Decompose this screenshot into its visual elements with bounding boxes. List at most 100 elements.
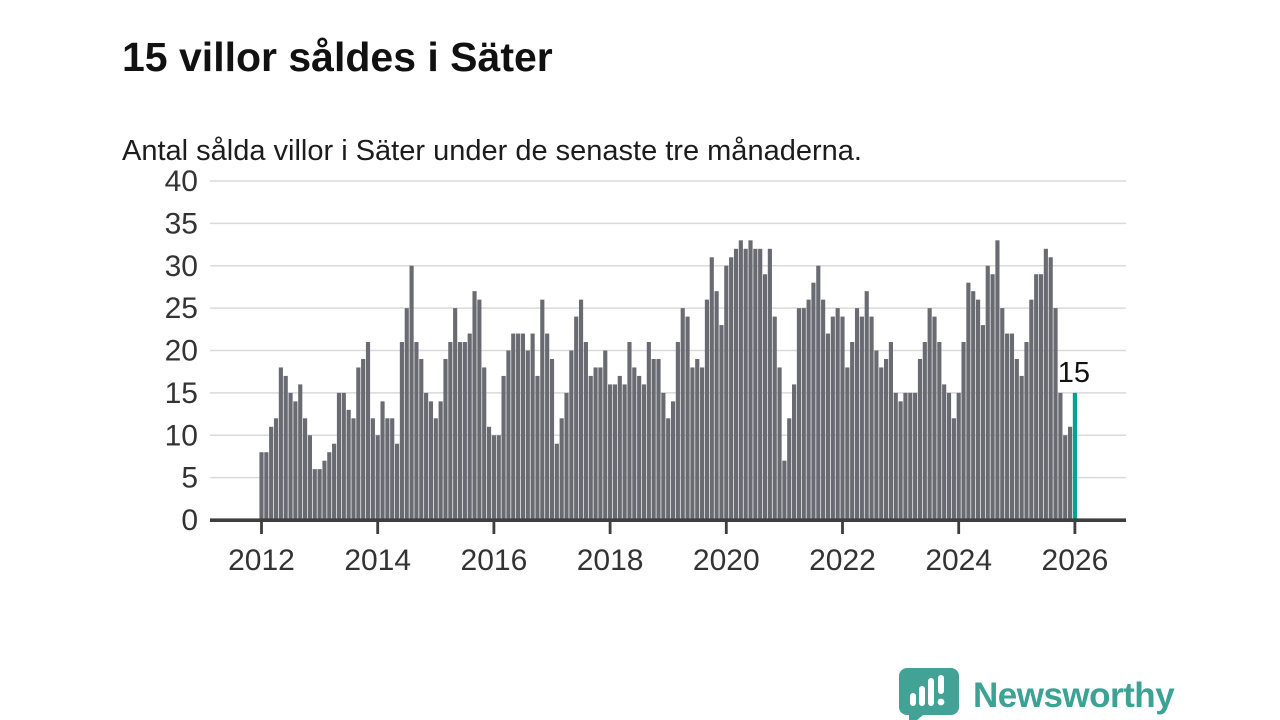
- bar: [501, 375, 506, 520]
- bar: [893, 392, 898, 521]
- bar: [516, 333, 521, 520]
- bar: [1005, 333, 1010, 520]
- bar: [327, 452, 332, 520]
- bar: [670, 401, 676, 520]
- bar: [496, 435, 501, 520]
- x-axis-label: 2022: [809, 544, 876, 577]
- x-axis-tick: [957, 522, 961, 534]
- bar: [380, 401, 385, 520]
- chart-title: 15 villor såldes i Säter: [122, 34, 553, 81]
- bar: [951, 418, 956, 520]
- bar: [661, 392, 666, 521]
- bar: [593, 367, 598, 520]
- bar: [917, 358, 923, 521]
- chart-subtitle: Antal sålda villor i Säter under de sena…: [122, 135, 862, 167]
- bar: [336, 392, 342, 521]
- x-axis-label: 2024: [925, 544, 992, 577]
- bar: [753, 248, 758, 521]
- bar: [961, 342, 966, 520]
- bar: [743, 248, 748, 521]
- bar: [767, 248, 772, 521]
- x-axis-tick: [724, 522, 728, 534]
- bar: [390, 418, 395, 520]
- bar: [259, 452, 264, 520]
- bar: [598, 367, 603, 520]
- bar: [641, 384, 647, 520]
- bar: [695, 358, 700, 521]
- bar: [1009, 333, 1015, 520]
- bar: [332, 443, 337, 520]
- bar: [549, 358, 555, 521]
- bar: [884, 358, 889, 521]
- bar: [346, 409, 351, 520]
- bar: [922, 342, 927, 520]
- bar: [632, 367, 637, 520]
- bar: [995, 240, 1000, 520]
- bar: [724, 265, 729, 520]
- x-axis-label: 2016: [461, 544, 528, 577]
- bar: [666, 418, 671, 520]
- bar: [801, 308, 806, 521]
- x-axis-label: 2014: [344, 544, 411, 577]
- bar: [835, 308, 840, 521]
- bar: [559, 418, 564, 520]
- bar: [748, 240, 753, 520]
- last-value-annotation: 15: [1058, 357, 1090, 389]
- bar: [850, 342, 855, 520]
- bar: [506, 350, 511, 520]
- y-axis-label: 25: [165, 292, 198, 325]
- newsworthy-wordmark: Newsworthy: [973, 676, 1175, 715]
- bar: [365, 342, 371, 520]
- bar: [646, 342, 651, 520]
- highlighted-bar: [1072, 392, 1077, 521]
- bar: [283, 375, 288, 520]
- bar: [467, 333, 472, 520]
- bar: [830, 316, 835, 520]
- bar: [535, 375, 540, 520]
- bar: [651, 358, 656, 521]
- bar: [1058, 392, 1063, 521]
- bar: [777, 367, 782, 520]
- bar: [976, 299, 981, 520]
- bar: [733, 248, 739, 521]
- x-axis-tick: [492, 522, 496, 534]
- x-axis-tick: [608, 522, 612, 534]
- bar: [322, 460, 327, 520]
- bar: [520, 333, 526, 520]
- bar: [913, 392, 918, 521]
- bar: [472, 291, 477, 520]
- bar: [525, 350, 530, 520]
- bar: [762, 274, 768, 520]
- bar: [869, 316, 874, 520]
- bar: [937, 342, 942, 520]
- bar: [971, 291, 976, 520]
- bar: [574, 316, 579, 520]
- bar: [714, 291, 719, 520]
- bar: [1024, 342, 1029, 520]
- bar: [273, 418, 279, 520]
- bar: [729, 257, 734, 520]
- bar: [588, 375, 593, 520]
- y-axis-label: 5: [181, 462, 198, 495]
- x-axis-tick: [1073, 522, 1077, 534]
- bar: [569, 350, 574, 520]
- x-axis-label: 2026: [1042, 544, 1109, 577]
- bar: [351, 418, 356, 520]
- bar: [782, 460, 787, 520]
- bar: [816, 265, 821, 520]
- bar: [438, 401, 443, 520]
- bar: [1014, 358, 1019, 521]
- bar: [656, 358, 661, 521]
- bar: [511, 333, 516, 520]
- bar: [293, 401, 298, 520]
- bar: [956, 392, 961, 521]
- y-axis-label: 10: [165, 419, 198, 452]
- bar: [690, 367, 695, 520]
- bar: [482, 367, 487, 520]
- bar: [1053, 308, 1058, 521]
- bar: [453, 308, 458, 521]
- bar: [1034, 274, 1039, 520]
- bar: [385, 418, 390, 520]
- bar: [564, 392, 569, 521]
